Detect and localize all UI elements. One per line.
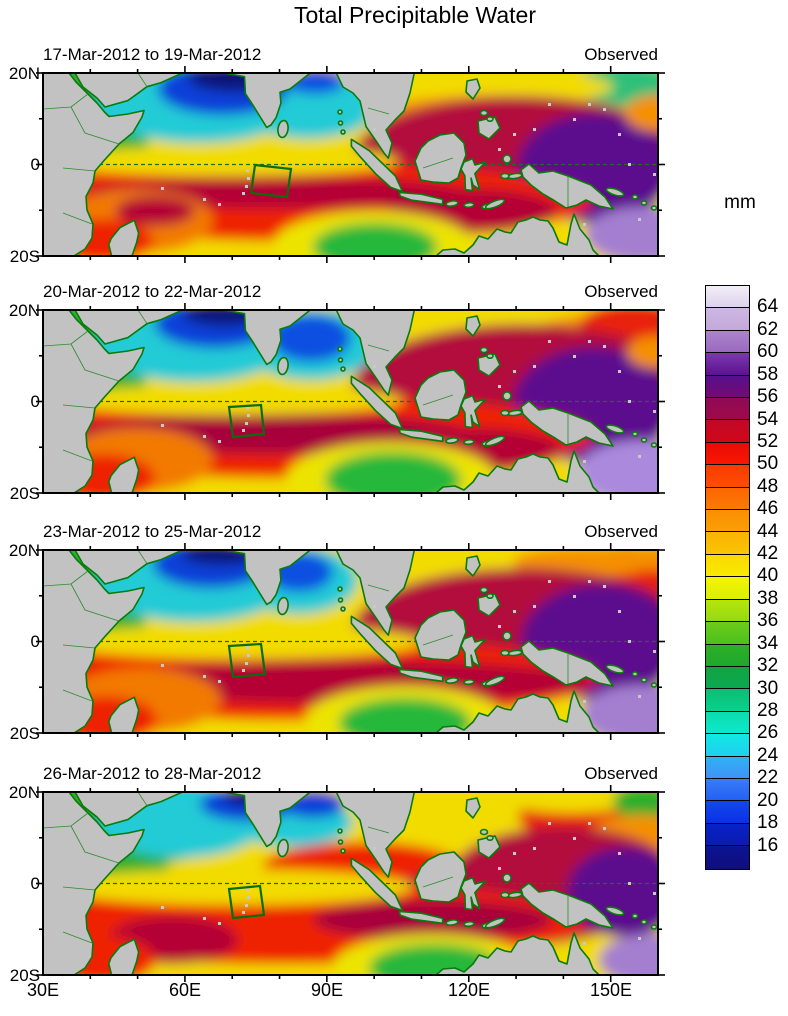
panel-1-source-label: Observed xyxy=(584,45,658,64)
panel-2-y-label-20n: 20N xyxy=(8,301,40,320)
panel-1-y-label-20n: 20N xyxy=(8,64,40,83)
panel-3-y-label-0: 0 xyxy=(30,632,40,651)
colorbar-cell-16-18 xyxy=(706,823,749,847)
colorbar-tick-label-48: 48 xyxy=(757,475,779,497)
colorbar-cell-44-46 xyxy=(706,510,749,533)
colorbar-cell-26-28 xyxy=(706,711,749,735)
colorbar-cell-60-62 xyxy=(706,330,749,354)
colorbar-cell-24-26 xyxy=(706,734,749,757)
colorbar-tick-label-64: 64 xyxy=(757,296,779,318)
colorbar-cell-50-52 xyxy=(706,442,749,466)
colorbar-cell-34-36 xyxy=(706,622,749,645)
colorbar xyxy=(705,285,750,870)
colorbar-unit-label: mm xyxy=(724,192,756,213)
colorbar-tick-label-24: 24 xyxy=(757,744,779,766)
colorbar-tick-label-16: 16 xyxy=(757,834,779,856)
colorbar-tick-label-20: 20 xyxy=(757,789,779,811)
x-axis-label-150e: 150E xyxy=(589,980,633,1000)
panel-4-date-range: 26-Mar-2012 to 28-Mar-2012 xyxy=(43,764,262,783)
colorbar-tick-label-62: 62 xyxy=(757,318,779,340)
colorbar-tick-label-60: 60 xyxy=(757,341,779,363)
colorbar-tick-label-28: 28 xyxy=(757,699,779,721)
colorbar-tick-label-22: 22 xyxy=(757,767,779,789)
panel-3-y-label-20n: 20N xyxy=(8,541,40,560)
colorbar-cell-40-42 xyxy=(706,554,749,578)
colorbar-cell-36-38 xyxy=(706,599,749,623)
panel-4-source-label: Observed xyxy=(584,764,658,783)
x-axis-label-120e: 120E xyxy=(447,980,491,1000)
study-region-box xyxy=(227,642,267,679)
x-axis-label-30e: 30E xyxy=(26,980,60,1000)
colorbar-tick-label-46: 46 xyxy=(757,498,779,520)
panel-4-y-label-0: 0 xyxy=(30,874,40,893)
colorbar-cell-64-66 xyxy=(706,286,749,309)
panel-3-y-label-20s: 20S xyxy=(9,724,40,743)
colorbar-cell-22-24 xyxy=(706,756,749,779)
colorbar-cell-62-64 xyxy=(706,308,749,331)
colorbar-tick-label-26: 26 xyxy=(757,722,779,744)
page-title: Total Precipitable Water xyxy=(293,2,537,28)
x-axis-label-90e: 90E xyxy=(310,980,344,1000)
colorbar-tick-label-50: 50 xyxy=(757,453,779,475)
colorbar-cell-42-44 xyxy=(706,532,749,555)
colorbar-tick-label-58: 58 xyxy=(757,363,779,385)
colorbar-cell-46-48 xyxy=(706,487,749,511)
colorbar-tick-label-42: 42 xyxy=(757,543,779,565)
colorbar-tick-label-30: 30 xyxy=(757,677,779,699)
colorbar-tick-label-54: 54 xyxy=(757,408,779,430)
colorbar-tick-label-56: 56 xyxy=(757,386,779,408)
study-region-box xyxy=(227,403,266,439)
x-axis-label-60e: 60E xyxy=(168,980,202,1000)
colorbar-tick-label-34: 34 xyxy=(757,632,779,654)
colorbar-cell-58-60 xyxy=(706,353,749,376)
colorbar-tick-label-38: 38 xyxy=(757,587,779,609)
colorbar-cell-32-34 xyxy=(706,644,749,667)
colorbar-cell-30-32 xyxy=(706,666,749,690)
colorbar-cell-18-20 xyxy=(706,801,749,824)
study-region-box xyxy=(249,163,293,199)
colorbar-cell-56-58 xyxy=(706,375,749,399)
study-region-box xyxy=(227,884,266,920)
map-panel-4 xyxy=(36,785,665,982)
colorbar-tick-label-44: 44 xyxy=(757,520,779,542)
panel-1-y-label-20s: 20S xyxy=(9,247,40,266)
panel-2-date-range: 20-Mar-2012 to 22-Mar-2012 xyxy=(43,282,262,301)
panel-2-y-label-20s: 20S xyxy=(9,484,40,503)
colorbar-tick-label-52: 52 xyxy=(757,430,779,452)
panel-3-source-label: Observed xyxy=(584,522,658,541)
colorbar-cell-20-22 xyxy=(706,778,749,802)
panel-2-y-label-0: 0 xyxy=(30,392,40,411)
colorbar-tick-label-36: 36 xyxy=(757,610,779,632)
colorbar-cell-14-16 xyxy=(706,846,749,869)
colorbar-cell-48-50 xyxy=(706,465,749,488)
map-panel-2 xyxy=(36,303,665,500)
panel-4-y-label-20n: 20N xyxy=(8,783,40,802)
panel-1-y-label-0: 0 xyxy=(30,155,40,174)
panel-2-source-label: Observed xyxy=(584,282,658,301)
map-panel-1 xyxy=(36,66,665,263)
panel-3-date-range: 23-Mar-2012 to 25-Mar-2012 xyxy=(43,522,262,541)
colorbar-cell-28-30 xyxy=(706,689,749,712)
map-panel-3 xyxy=(36,543,665,740)
colorbar-cell-52-54 xyxy=(706,420,749,443)
colorbar-tick-label-40: 40 xyxy=(757,565,779,587)
colorbar-tick-label-18: 18 xyxy=(757,812,779,834)
colorbar-cell-54-56 xyxy=(706,398,749,421)
colorbar-tick-label-32: 32 xyxy=(757,655,779,677)
panel-1-date-range: 17-Mar-2012 to 19-Mar-2012 xyxy=(43,45,262,64)
colorbar-cell-38-40 xyxy=(706,577,749,600)
panel-4-y-label-20s: 20S xyxy=(9,966,40,985)
